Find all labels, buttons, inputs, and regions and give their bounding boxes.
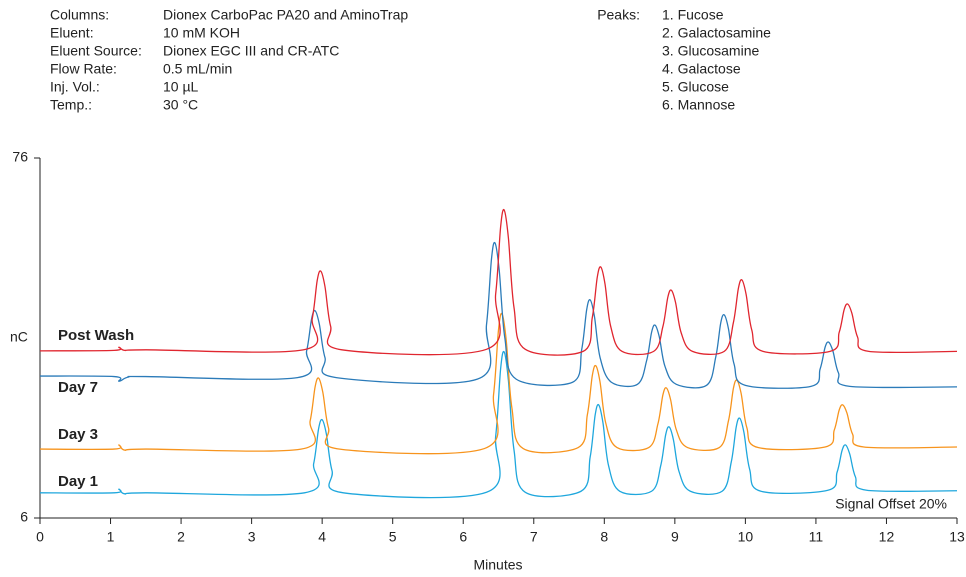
x-tick-label: 13 — [949, 529, 965, 545]
annotation: Signal Offset 20% — [835, 496, 947, 512]
x-tick-label: 0 — [36, 529, 44, 545]
peak-name: 3. Glucosamine — [662, 43, 759, 59]
condition-value: 10 mM KOH — [163, 25, 240, 41]
series-label: Post Wash — [58, 327, 134, 344]
trace — [39, 350, 958, 499]
condition-value: 0.5 mL/min — [163, 61, 232, 77]
peak-name: 6. Mannose — [662, 97, 735, 113]
x-tick-label: 12 — [879, 529, 895, 545]
condition-label: Inj. Vol.: — [50, 79, 100, 95]
series-label: Day 7 — [58, 379, 98, 396]
x-tick-label: 11 — [809, 529, 824, 545]
condition-label: Eluent: — [50, 25, 94, 41]
x-tick-label: 10 — [738, 529, 754, 545]
peak-name: 1. Fucose — [662, 7, 724, 23]
peak-name: 5. Glucose — [662, 79, 729, 95]
series-label: Day 3 — [58, 426, 98, 443]
x-tick-label: 5 — [389, 529, 397, 545]
trace — [39, 208, 958, 356]
series-label: Day 1 — [58, 473, 98, 490]
y-axis-title: nC — [10, 329, 28, 345]
x-tick-label: 6 — [459, 529, 467, 545]
x-tick-label: 9 — [671, 529, 679, 545]
x-tick-label: 7 — [530, 529, 538, 545]
peaks-label: Peaks: — [597, 7, 640, 23]
x-tick-label: 3 — [248, 529, 256, 545]
y-tick-label: 76 — [12, 149, 28, 165]
condition-value: 10 µL — [163, 79, 199, 95]
x-tick-label: 4 — [318, 529, 326, 545]
condition-label: Flow Rate: — [50, 61, 117, 77]
x-tick-label: 1 — [107, 529, 115, 545]
condition-label: Temp.: — [50, 97, 92, 113]
condition-label: Columns: — [50, 7, 109, 23]
x-axis-title: Minutes — [473, 557, 522, 573]
condition-value: Dionex CarboPac PA20 and AminoTrap — [163, 7, 408, 23]
condition-value: Dionex EGC III and CR-ATC — [163, 43, 339, 59]
condition-label: Eluent Source: — [50, 43, 142, 59]
x-tick-label: 8 — [600, 529, 608, 545]
peak-name: 4. Galactose — [662, 61, 741, 77]
peak-name: 2. Galactosamine — [662, 25, 771, 41]
trace — [39, 312, 958, 455]
x-tick-label: 2 — [177, 529, 185, 545]
condition-value: 30 °C — [163, 97, 198, 113]
y-tick-label: 6 — [20, 509, 28, 525]
